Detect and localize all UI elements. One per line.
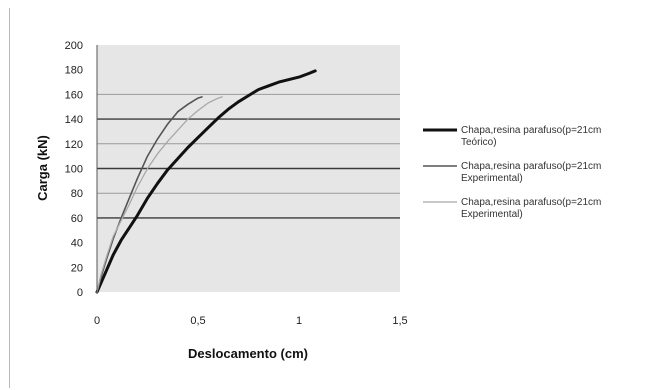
y-tick-label-180: 180 (65, 65, 83, 77)
y-tick-label-140: 140 (65, 114, 83, 126)
y-tick-label-200: 200 (65, 40, 83, 52)
y-tick-label-20: 20 (71, 262, 83, 274)
y-tick-label-100: 100 (65, 164, 83, 176)
series-line-2 (96, 96, 203, 293)
y-tick-label-40: 40 (71, 238, 83, 250)
legend-label-2-line-2: Experimental) (461, 173, 523, 184)
y-tick-label-60: 60 (71, 213, 83, 225)
x-tick-label-0,5: 0,5 (190, 315, 205, 327)
legend-label-3-line-2: Experimental) (461, 209, 523, 220)
series-line-3 (96, 96, 223, 293)
x-tick-label-0: 0 (94, 315, 100, 327)
legend-entry-2: Chapa,resina parafuso(p=21cmExperimental… (423, 161, 601, 184)
y-tick-label-120: 120 (65, 139, 83, 151)
y-axis-ticks: 0 20 40 60 80 100 120 140 160 180 200 (65, 40, 83, 299)
legend: Chapa,resina parafuso(p=21cmTeórico)Chap… (423, 125, 601, 220)
x-axis-ticks: 0 0,5 1 1,5 (94, 315, 408, 327)
x-axis-title: Deslocamento (cm) (188, 346, 308, 361)
x-tick-label-1,5: 1,5 (392, 315, 407, 327)
series-layer (95, 69, 317, 294)
y-axis-title: Carga (kN) (35, 135, 50, 201)
legend-label-1-line-2: Teórico) (461, 137, 497, 148)
x-tick-label-1: 1 (296, 315, 302, 327)
legend-label-1-line-1: Chapa,resina parafuso(p=21cm (461, 125, 601, 136)
legend-label-2-line-1: Chapa,resina parafuso(p=21cm (461, 161, 601, 172)
frame-border-line (9, 8, 10, 388)
legend-entry-3: Chapa,resina parafuso(p=21cmExperimental… (423, 197, 601, 220)
y-tick-label-80: 80 (71, 188, 83, 200)
y-tick-label-0: 0 (77, 287, 83, 299)
y-tick-label-160: 160 (65, 89, 83, 101)
legend-label-3-line-1: Chapa,resina parafuso(p=21cm (461, 197, 601, 208)
series-line-1 (95, 69, 317, 294)
